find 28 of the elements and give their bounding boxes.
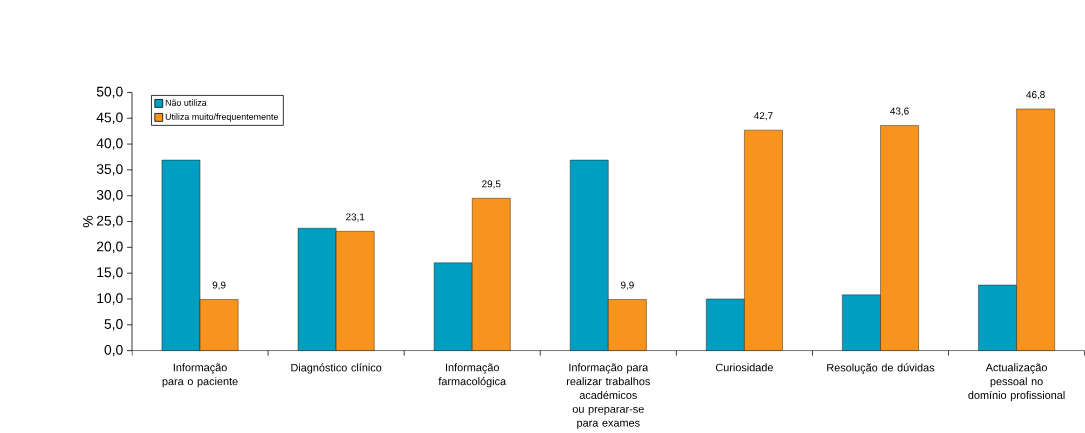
data-label: 42,7	[754, 112, 773, 121]
data-label: 46,8	[1026, 91, 1045, 100]
y-tick-label: 30,0	[96, 190, 123, 202]
y-tick-label: 45,0	[96, 112, 123, 125]
y-tick-label: 0,0	[104, 345, 123, 357]
legend-label: Utiliza muito/frequentemente	[165, 113, 278, 122]
y-tick-label: 35,0	[96, 164, 123, 176]
y-tick-label: 25,0	[96, 216, 123, 228]
y-tick-label: 50,0	[96, 86, 123, 99]
legend-label: Não utiliza	[165, 99, 207, 107]
x-tick-label: Informação para o paciente	[162, 363, 238, 388]
x-tick-label: Diagnóstico clínico	[291, 363, 382, 374]
data-label: 9,9	[620, 281, 634, 290]
y-tick-label: 40,0	[96, 138, 123, 151]
x-tick-label: Actualização pessoal no domínio profissional	[968, 363, 1065, 402]
data-label: 29,5	[482, 180, 501, 189]
x-tick-label: Informação farmacológica	[438, 363, 507, 388]
x-tick-label: Curiosidade	[715, 363, 773, 372]
x-tick-label: Resolução de dúvidas	[827, 363, 935, 374]
y-tick-label: 10,0	[97, 293, 123, 305]
y-axis-title: %	[83, 216, 93, 228]
y-tick-label: 5,0	[104, 319, 123, 331]
data-label: 43,6	[890, 107, 909, 116]
y-tick-label: 20,0	[96, 241, 123, 254]
data-label: 9,9	[212, 281, 226, 290]
data-label: 23,1	[346, 213, 365, 222]
x-tick-label: Informação para realizar trabalhos académicos ou preparar-se para exames	[567, 363, 650, 430]
y-tick-label: 15,0	[97, 267, 123, 280]
